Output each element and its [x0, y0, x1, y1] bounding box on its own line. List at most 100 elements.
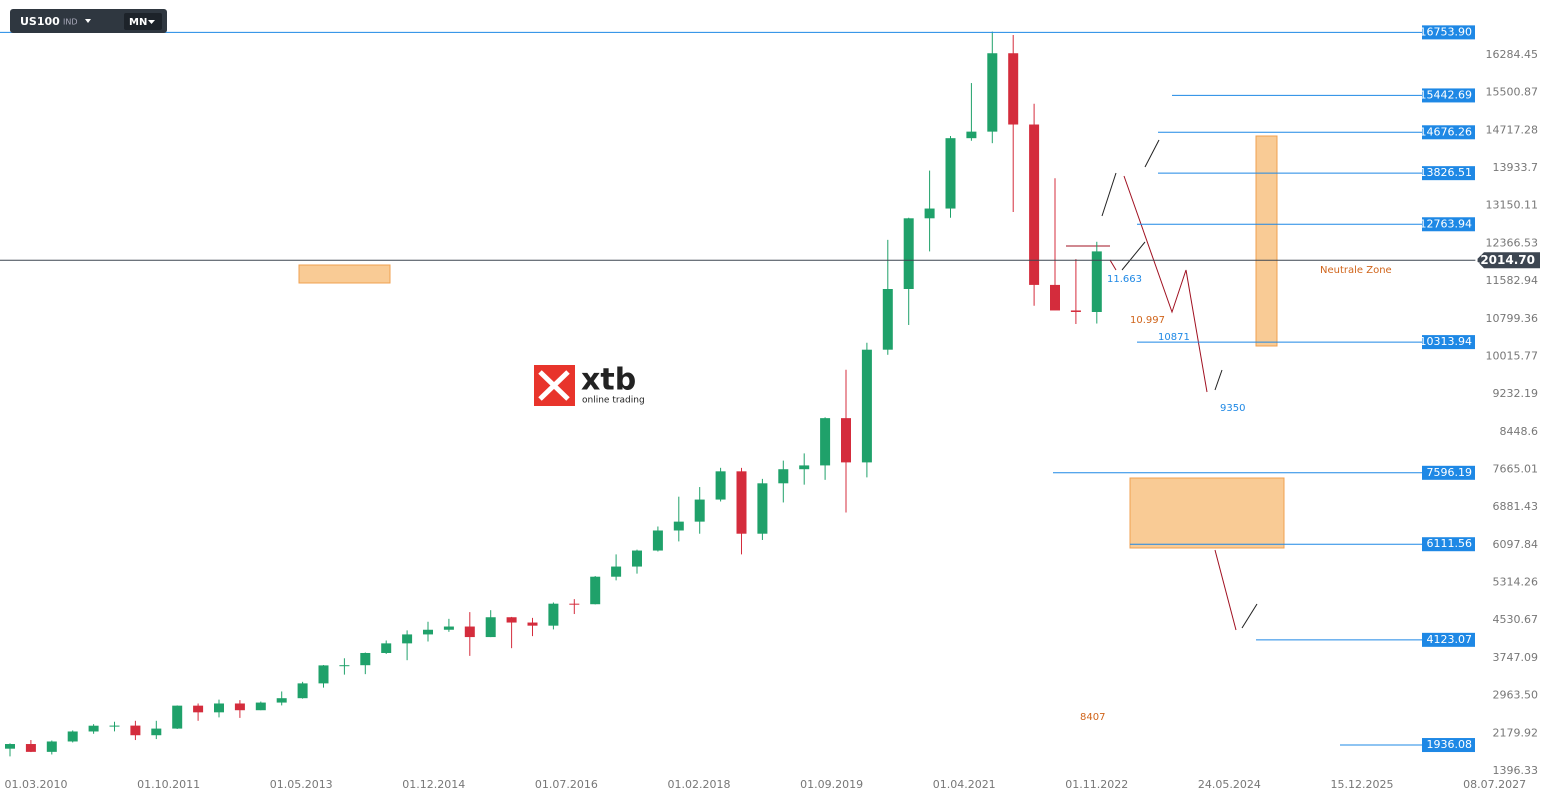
x-tick-label: 01.02.2018: [668, 778, 731, 791]
y-tick-label: 13150.11: [1486, 199, 1539, 212]
y-tick-label: 7665.01: [1493, 463, 1539, 476]
x-tick-label: 01.09.2019: [800, 778, 863, 791]
y-tick-label: 10015.77: [1486, 349, 1539, 362]
y-tick-label: 2963.50: [1493, 689, 1539, 702]
candle-body: [903, 218, 914, 290]
y-tick-label: 1396.33: [1493, 764, 1539, 777]
x-tick-label: 01.11.2022: [1065, 778, 1128, 791]
current-price-bg: [1476, 252, 1540, 269]
y-tick-label: 11582.94: [1486, 274, 1539, 287]
candle-body: [339, 665, 350, 667]
candle-body: [632, 550, 642, 567]
candle-body: [945, 138, 956, 209]
candle-body: [172, 705, 183, 729]
y-tick-label: 16284.45: [1486, 48, 1539, 61]
symbol[interactable]: US100: [20, 15, 60, 28]
candle-body: [548, 603, 559, 626]
annotation: 9350: [1220, 403, 1245, 414]
x-tick-label: 01.04.2021: [933, 778, 996, 791]
y-tick-label: 8448.6: [1500, 425, 1539, 438]
level-label-bg: [1422, 738, 1475, 753]
x-tick-label: 15.12.2025: [1331, 778, 1394, 791]
level-label: 6111.56: [1427, 537, 1473, 550]
trend-lines: [1066, 139, 1258, 631]
y-tick-label: 5314.26: [1493, 576, 1539, 589]
candle-body: [924, 208, 935, 219]
level-label-bg: [1422, 537, 1475, 552]
annotation: 10871: [1158, 332, 1190, 343]
y-tick-label: 13933.7: [1493, 161, 1539, 174]
x-tick-label: 01.05.2013: [270, 778, 333, 791]
level-label-bg: [1422, 25, 1475, 40]
level-label: 13826.51: [1420, 166, 1473, 179]
level-label-bg: [1422, 465, 1475, 480]
candle-body: [569, 603, 580, 605]
candle-body: [46, 741, 57, 752]
x-tick-label: 08.07.2027: [1463, 778, 1526, 791]
level-label-bg: [1422, 632, 1475, 647]
candle-body: [485, 617, 496, 638]
candle-body: [882, 289, 893, 350]
y-tick-label: 15500.87: [1486, 86, 1539, 99]
candle-body: [276, 698, 287, 703]
candle-body: [423, 629, 433, 635]
logo-brand: xtb: [581, 363, 636, 398]
candle-body: [151, 728, 162, 736]
candle-body: [1029, 124, 1040, 285]
candle-body: [861, 349, 872, 463]
candle-body: [5, 744, 15, 749]
candle-body: [757, 483, 768, 534]
level-label: 15442.69: [1420, 88, 1473, 101]
candle-body: [1070, 310, 1081, 312]
zone-box: [298, 264, 391, 284]
y-tick-label: 6097.84: [1493, 538, 1539, 551]
candle-body: [297, 683, 308, 699]
candle-body: [318, 665, 329, 684]
candle-body: [820, 418, 831, 466]
logo: xtb online trading: [534, 363, 645, 406]
x-tick-label: 01.10.2011: [137, 778, 200, 791]
axis-bg: [1478, 0, 1544, 802]
candle-body: [652, 530, 663, 551]
candle-body: [778, 469, 789, 484]
candle-body: [130, 725, 141, 736]
y-tick-label: 12366.53: [1486, 236, 1539, 249]
candle-body: [234, 703, 245, 711]
level-label-bg: [1422, 166, 1475, 181]
y-tick-label: 10799.36: [1486, 312, 1539, 325]
candle-body: [966, 131, 977, 139]
candle-body: [673, 521, 684, 531]
instrument-type[interactable]: IND: [63, 18, 78, 27]
candle-body: [214, 703, 224, 713]
candle-body: [255, 702, 266, 711]
candle-body: [987, 53, 998, 132]
candle-body: [1050, 284, 1060, 311]
level-label: 4123.07: [1427, 633, 1473, 646]
candle-body: [799, 465, 810, 470]
level-label-bg: [1422, 88, 1475, 103]
level-label: 14676.26: [1420, 125, 1473, 138]
level-label: 16753.90: [1420, 25, 1473, 38]
zone-box: [1129, 477, 1285, 549]
candle-body: [590, 576, 601, 605]
toolbar[interactable]: US100 IND MN: [10, 9, 167, 33]
y-tick-label: 4530.67: [1493, 613, 1539, 626]
level-label-bg: [1422, 335, 1475, 350]
annotation: 11.663: [1107, 274, 1142, 285]
candle-body: [443, 626, 454, 630]
candle-body: [464, 626, 475, 638]
annotation: 10.997: [1130, 315, 1165, 326]
candle-body: [381, 643, 392, 653]
y-tick-label: 3747.09: [1493, 651, 1539, 664]
level-label: 7596.19: [1427, 466, 1473, 479]
logo-tagline: online trading: [582, 396, 645, 406]
interval[interactable]: MN: [129, 17, 147, 28]
candle-body: [841, 418, 851, 463]
candle-body: [736, 471, 747, 534]
x-tick-label: 01.07.2016: [535, 778, 598, 791]
candle-body: [1091, 251, 1102, 312]
level-label: 1936.08: [1427, 738, 1473, 751]
annotation: 8407: [1080, 712, 1105, 723]
candle-body: [25, 744, 36, 752]
